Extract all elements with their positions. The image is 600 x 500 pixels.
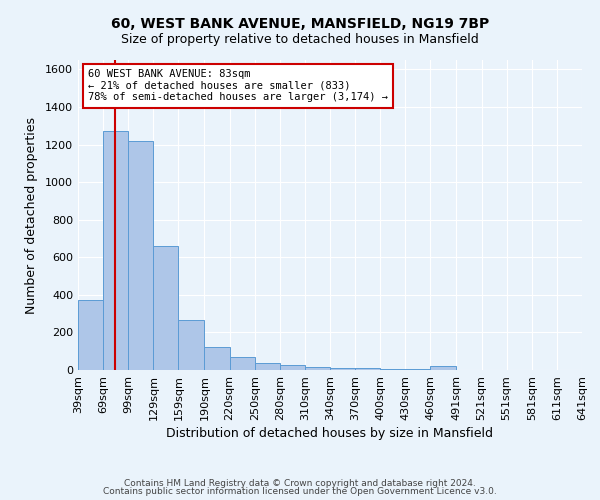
- Text: Contains HM Land Registry data © Crown copyright and database right 2024.: Contains HM Land Registry data © Crown c…: [124, 478, 476, 488]
- Bar: [280, 366, 305, 370]
- Bar: [330, 368, 355, 370]
- X-axis label: Distribution of detached houses by size in Mansfield: Distribution of detached houses by size …: [167, 427, 493, 440]
- Text: Contains public sector information licensed under the Open Government Licence v3: Contains public sector information licen…: [103, 487, 497, 496]
- Y-axis label: Number of detached properties: Number of detached properties: [25, 116, 38, 314]
- Bar: [430, 366, 457, 370]
- Bar: [178, 320, 205, 370]
- Bar: [230, 357, 254, 370]
- Bar: [355, 368, 380, 370]
- Bar: [254, 363, 280, 370]
- Text: 60, WEST BANK AVENUE, MANSFIELD, NG19 7BP: 60, WEST BANK AVENUE, MANSFIELD, NG19 7B…: [111, 18, 489, 32]
- Bar: [205, 346, 230, 370]
- Text: 60 WEST BANK AVENUE: 83sqm
← 21% of detached houses are smaller (833)
78% of sem: 60 WEST BANK AVENUE: 83sqm ← 21% of deta…: [88, 70, 388, 102]
- Bar: [78, 300, 103, 370]
- Bar: [154, 246, 178, 370]
- Bar: [128, 141, 154, 370]
- Bar: [103, 132, 128, 370]
- Bar: [380, 369, 406, 370]
- Bar: [305, 366, 330, 370]
- Text: Size of property relative to detached houses in Mansfield: Size of property relative to detached ho…: [121, 32, 479, 46]
